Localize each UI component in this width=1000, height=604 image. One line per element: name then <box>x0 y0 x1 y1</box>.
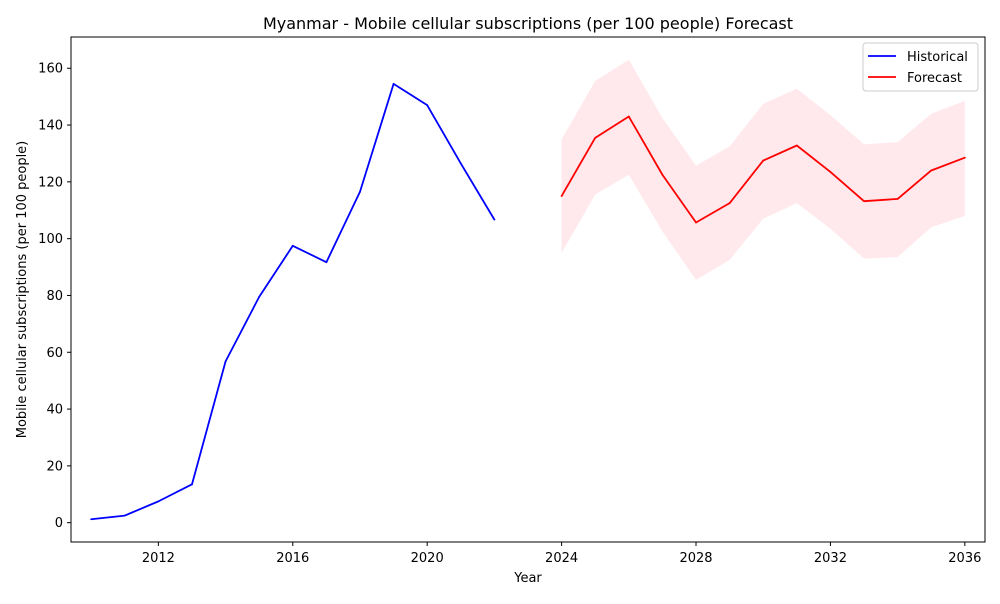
series-line-historical <box>91 82 496 521</box>
data-point <box>325 261 328 264</box>
y-tick-label: 140 <box>38 119 63 134</box>
data-point <box>762 159 765 162</box>
x-tick-label: 2036 <box>948 551 981 566</box>
y-tick-label: 60 <box>46 346 63 361</box>
data-point <box>863 200 865 203</box>
y-tick-label: 20 <box>46 459 63 474</box>
data-point <box>829 171 832 173</box>
data-point <box>661 173 664 176</box>
data-point <box>493 218 496 221</box>
data-point <box>258 295 261 298</box>
y-axis-label: Mobile cellular subscriptions (per 100 p… <box>15 141 30 439</box>
data-point <box>627 115 630 118</box>
data-point <box>359 190 361 193</box>
x-tick-label: 2012 <box>142 551 175 566</box>
y-tick-label: 100 <box>38 232 63 247</box>
legend: Historical Forecast <box>862 42 979 92</box>
legend-label-historical: Historical <box>907 50 968 65</box>
x-tick-label: 2020 <box>411 551 444 566</box>
data-point <box>560 195 563 197</box>
x-tick-label: 2024 <box>545 551 578 566</box>
x-tick-label: 2028 <box>679 551 712 566</box>
data-point <box>963 156 966 159</box>
data-point <box>930 169 933 172</box>
data-point <box>459 162 462 165</box>
y-tick-label: 80 <box>46 289 63 304</box>
data-point <box>224 360 227 363</box>
plot-frame <box>70 36 986 543</box>
data-point <box>123 514 126 517</box>
plot-area <box>90 59 966 521</box>
confidence-band <box>561 59 965 280</box>
y-tick-label: 160 <box>38 62 63 77</box>
data-point <box>157 500 160 503</box>
x-tick-label: 2032 <box>814 551 847 566</box>
data-point <box>795 144 798 147</box>
data-point <box>728 202 731 205</box>
legend-box <box>862 42 979 92</box>
y-tick-label: 40 <box>46 403 63 418</box>
axes: 2012 2016 2020 2024 2028 2032 2036 0 20 40 60 80 100… <box>38 36 986 566</box>
data-point <box>896 197 899 200</box>
data-point <box>191 483 193 486</box>
y-tick-label: 0 <box>55 516 63 531</box>
data-point <box>291 244 294 247</box>
data-point <box>594 136 597 139</box>
data-point <box>392 82 395 85</box>
data-point <box>426 104 429 107</box>
legend-label-forecast: Forecast <box>907 71 962 86</box>
chart-title: Myanmar - Mobile cellular subscriptions … <box>263 14 793 33</box>
x-tick-label: 2016 <box>276 551 309 566</box>
x-axis-label: Year <box>513 571 542 586</box>
data-point <box>695 221 697 224</box>
data-point <box>90 518 93 521</box>
y-tick-label: 120 <box>38 175 63 190</box>
